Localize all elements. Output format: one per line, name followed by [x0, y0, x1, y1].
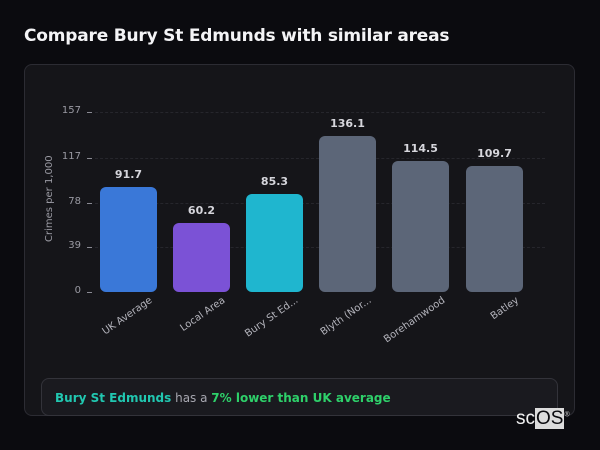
bar-value-label: 60.2 — [187, 203, 216, 217]
x-tick-label: Bury St Ed... — [243, 295, 301, 340]
bar-value-label: 114.5 — [403, 141, 438, 155]
x-tick-label: Batley — [488, 295, 521, 323]
bar-value-label: 85.3 — [260, 175, 289, 189]
y-tick-label: 78 — [68, 195, 81, 207]
y-tick-label: 0 — [74, 285, 81, 296]
y-tick-mark — [87, 292, 92, 293]
bar[interactable] — [173, 222, 230, 292]
bar[interactable] — [319, 135, 376, 292]
x-tick-label: Borehamwood — [381, 295, 447, 346]
y-tick-label: 117 — [61, 150, 81, 162]
y-tick-mark — [87, 112, 92, 113]
y-tick-mark — [87, 202, 92, 204]
y-tick-mark — [87, 157, 92, 159]
bar-value-label: 91.7 — [114, 167, 143, 181]
x-tick-label: Blyth (Nor... — [318, 295, 374, 338]
x-tick-label: Local Area — [178, 295, 228, 334]
y-tick-label: 39 — [68, 240, 81, 252]
x-tick-label: UK Average — [100, 295, 155, 338]
bar[interactable] — [100, 186, 157, 292]
summary-area: Bury St Edmunds — [55, 391, 172, 405]
bar-value-label: 136.1 — [330, 116, 365, 130]
summary-comparison: 7% lower than UK average — [211, 391, 391, 405]
y-axis-label: Crimes per 1,000 — [44, 155, 55, 242]
y-tick-mark — [87, 247, 92, 249]
bar[interactable] — [246, 194, 303, 292]
grid-line — [95, 112, 545, 113]
scos-logo: scOS® — [516, 408, 570, 429]
y-tick-label: 157 — [61, 105, 81, 116]
page-title: Compare Bury St Edmunds with similar are… — [24, 26, 450, 46]
summary-box: Bury St Edmunds has a 7% lower than UK a… — [41, 378, 558, 416]
bar-value-label: 109.7 — [477, 147, 512, 161]
bar[interactable] — [466, 166, 523, 292]
summary-connector: has a — [171, 391, 212, 405]
bar[interactable] — [392, 160, 449, 292]
chart-card: 0 39 78 117 157 Crimes per 1,000 91.7 UK Averag… — [24, 64, 575, 416]
bar-chart: 0 39 78 117 157 Crimes per 1,000 91.7 UK Averag… — [25, 65, 574, 415]
